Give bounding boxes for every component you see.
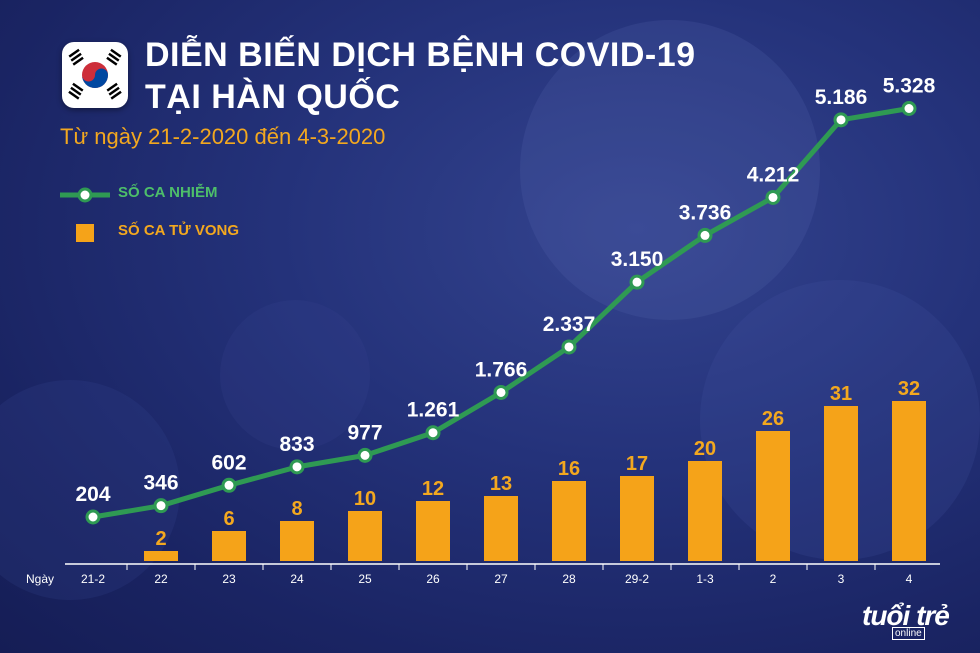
- death-bar: [416, 501, 450, 561]
- infected-point-label: 5.328: [883, 75, 936, 98]
- infected-point-label: 833: [279, 433, 314, 456]
- infected-point-label: 3.150: [611, 248, 664, 271]
- death-bar-label: 26: [762, 408, 784, 430]
- death-bar: [824, 406, 858, 561]
- legend-infected-label: SỐ CA NHIỄM: [118, 184, 218, 201]
- infected-point: [289, 459, 305, 475]
- korea-flag-icon: [62, 42, 128, 108]
- x-tick-label: 29-2: [625, 572, 649, 586]
- death-bar-label: 20: [694, 438, 716, 460]
- legend-deaths-label: SỐ CA TỬ VONG: [118, 222, 240, 239]
- infected-point-label: 602: [211, 451, 246, 474]
- chart-title-line1: DIỄN BIẾN DỊCH BỆNH COVID-19: [145, 36, 696, 74]
- infected-point-label: 5.186: [815, 86, 868, 109]
- chart-title-line2: TẠI HÀN QUỐC: [145, 78, 401, 116]
- death-bar-label: 32: [898, 378, 920, 400]
- x-tick-label: 24: [290, 572, 304, 586]
- death-bar-label: 17: [626, 453, 648, 475]
- x-tick-label: 26: [426, 572, 440, 586]
- infected-point: [357, 447, 373, 463]
- infected-point-label: 1.261: [407, 399, 460, 422]
- x-tick-label: 22: [154, 572, 168, 586]
- death-bar: [144, 551, 178, 561]
- death-bar: [484, 496, 518, 561]
- infected-point: [765, 189, 781, 205]
- brand-logo: tuổi trẻ: [862, 600, 950, 631]
- infected-point: [85, 509, 101, 525]
- x-tick-label: 23: [222, 572, 236, 586]
- death-bar: [280, 521, 314, 561]
- x-tick-label: 25: [358, 572, 372, 586]
- x-tick-label: 28: [562, 572, 576, 586]
- infected-point: [493, 384, 509, 400]
- death-bar: [620, 476, 654, 561]
- death-bar-label: 8: [291, 498, 302, 520]
- death-bar: [688, 461, 722, 561]
- infected-point-label: 204: [75, 483, 110, 506]
- x-tick-label: 2: [770, 572, 777, 586]
- x-axis-label: Ngày: [26, 572, 54, 586]
- death-bar-label: 6: [223, 508, 234, 530]
- infected-point: [833, 112, 849, 128]
- infected-point: [221, 477, 237, 493]
- death-bar-label: 16: [558, 458, 580, 480]
- infected-point: [901, 101, 917, 116]
- x-tick-label: 3: [838, 572, 845, 586]
- infected-point: [697, 227, 713, 243]
- infected-point-label: 4.212: [747, 163, 800, 186]
- x-tick-label: 4: [906, 572, 913, 586]
- brand-logo-sub: online: [892, 627, 925, 640]
- death-bar: [552, 481, 586, 561]
- infected-point-label: 1.766: [475, 358, 528, 381]
- death-bar-label: 10: [354, 488, 376, 510]
- legend-line-icon: [60, 187, 110, 203]
- infected-point-label: 2.337: [543, 313, 596, 336]
- infected-point: [425, 425, 441, 441]
- x-tick-label: 27: [494, 572, 508, 586]
- death-bar-label: 13: [490, 473, 512, 495]
- infected-point: [561, 339, 577, 355]
- infected-point-label: 3.736: [679, 201, 732, 224]
- death-bar-label: 2: [155, 528, 166, 550]
- infected-point: [629, 274, 645, 290]
- x-tick-label: 21-2: [81, 572, 105, 586]
- death-bar: [756, 431, 790, 561]
- death-bar-label: 12: [422, 478, 444, 500]
- legend-deaths-swatch: [76, 224, 94, 242]
- infected-point-label: 977: [347, 421, 382, 444]
- death-bar: [348, 511, 382, 561]
- x-tick-label: 1-3: [696, 572, 714, 586]
- chart-subtitle: Từ ngày 21-2-2020 đến 4-3-2020: [60, 124, 386, 149]
- death-bar: [212, 531, 246, 561]
- death-bar: [892, 401, 926, 561]
- death-bar-label: 31: [830, 383, 852, 405]
- infected-point: [153, 498, 169, 514]
- infected-point-label: 346: [143, 472, 178, 495]
